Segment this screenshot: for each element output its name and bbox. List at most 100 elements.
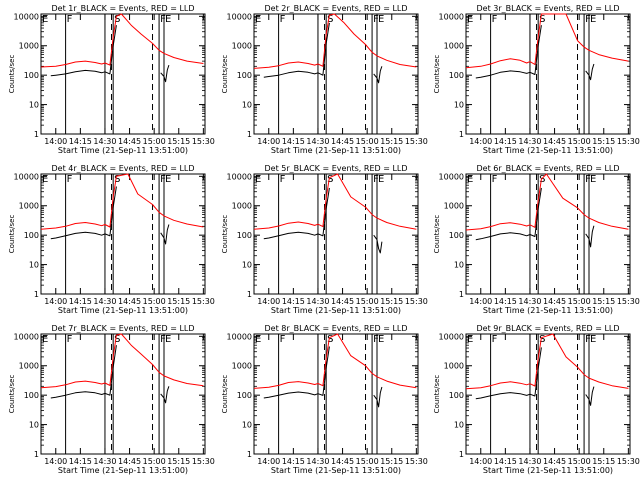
x-tick-label: 14:45 [118, 457, 141, 466]
x-tick-label: 14:15 [494, 297, 517, 306]
x-tick-label: 15:30 [617, 297, 640, 306]
chart-title: Det 7r_BLACK = Events, RED = LLD [51, 324, 194, 333]
x-axis-label: Start Time (21-Sep-11 13:51:00) [58, 306, 188, 315]
chart-panel-7: Det 7r_BLACK = Events, RED = LLD 1 10 100 10… [8, 324, 215, 475]
y-tick-label: 10 [242, 101, 252, 110]
y-tick-label: 1 [34, 450, 39, 459]
events-series-line [475, 347, 542, 400]
x-tick-label: 14:00 [257, 137, 280, 146]
marker-label: F [492, 334, 498, 345]
chart-title: Det 9r_BLACK = Events, RED = LLD [476, 324, 619, 333]
x-tick-label: 14:15 [282, 297, 305, 306]
marker-label: E [467, 174, 473, 185]
x-tick-label: 15:30 [192, 137, 215, 146]
y-tick-label: 10 [242, 421, 252, 430]
x-tick-label: 14:30 [518, 297, 541, 306]
marker-label: S [114, 334, 120, 345]
marker-label: E [590, 334, 596, 345]
x-tick-label: 15:30 [192, 457, 215, 466]
y-tick-label: 1 [247, 450, 252, 459]
marker-label: F [67, 174, 73, 185]
y-tick-label: 10000 [227, 12, 252, 21]
chart-title: Det 8r_BLACK = Events, RED = LLD [264, 324, 407, 333]
marker-label: S [327, 14, 333, 25]
x-axis-label: Start Time (21-Sep-11 13:51:00) [483, 466, 613, 475]
marker-label: E [42, 334, 48, 345]
x-tick-label: 14:45 [543, 457, 566, 466]
events-series-line [263, 346, 330, 399]
marker-label: E [378, 174, 384, 185]
events-series-line [160, 64, 170, 83]
x-tick-label: 14:00 [469, 137, 492, 146]
marker-label: S [327, 334, 333, 345]
x-tick-label: 14:45 [543, 137, 566, 146]
y-axis-label: Counts/sec [8, 55, 16, 94]
marker-label: E [255, 174, 261, 185]
events-series-line [373, 234, 383, 254]
chart-panel-1: Det 1r_BLACK = Events, RED = LLD 1 10 100 10… [8, 4, 215, 155]
y-axis-label: Counts/sec [8, 215, 16, 254]
x-tick-label: 14:00 [469, 457, 492, 466]
y-tick-label: 1000 [444, 362, 464, 371]
marker-label: F [67, 14, 73, 25]
x-tick-label: 14:45 [331, 297, 354, 306]
marker-label: E [165, 334, 171, 345]
x-tick-label: 14:15 [282, 457, 305, 466]
x-tick-label: 15:00 [356, 297, 379, 306]
x-axis-label: Start Time (21-Sep-11 13:51:00) [271, 466, 401, 475]
y-tick-label: 10000 [14, 332, 39, 341]
marker-label: F [585, 334, 591, 345]
y-axis-label: Counts/sec [8, 375, 16, 414]
marker-label: E [467, 334, 473, 345]
x-tick-label: 15:00 [568, 297, 591, 306]
events-series-line [160, 224, 170, 245]
marker-label: E [165, 14, 171, 25]
y-tick-label: 10000 [439, 12, 464, 21]
x-tick-label: 15:30 [192, 297, 215, 306]
y-tick-label: 10000 [227, 172, 252, 181]
y-tick-label: 1000 [232, 362, 252, 371]
marker-label: F [280, 334, 286, 345]
events-series-line [50, 345, 117, 399]
y-tick-label: 10000 [14, 12, 39, 21]
x-tick-label: 14:00 [44, 137, 67, 146]
y-axis-label: Counts/sec [433, 215, 441, 254]
y-tick-label: 1 [459, 290, 464, 299]
x-axis-label: Start Time (21-Sep-11 13:51:00) [483, 146, 613, 155]
x-tick-label: 15:15 [592, 137, 615, 146]
x-tick-label: 15:00 [568, 457, 591, 466]
y-tick-label: 10000 [14, 172, 39, 181]
chart-panel-5: Det 5r_BLACK = Events, RED = LLD 1 10 100 10… [221, 164, 428, 315]
x-tick-label: 14:00 [257, 297, 280, 306]
chart-panel-3: Det 3r_BLACK = Events, RED = LLD 1 10 100 10… [433, 4, 640, 155]
y-tick-label: 10 [29, 101, 39, 110]
y-tick-label: 1 [34, 130, 39, 139]
events-series-line [585, 386, 595, 406]
marker-label: S [327, 174, 333, 185]
x-tick-label: 14:30 [306, 457, 329, 466]
x-tick-label: 14:15 [69, 457, 92, 466]
marker-label: E [590, 14, 596, 25]
y-tick-label: 100 [24, 391, 39, 400]
chart-title: Det 1r_BLACK = Events, RED = LLD [51, 4, 194, 13]
events-series-line [475, 187, 542, 241]
y-tick-label: 1000 [444, 42, 464, 51]
marker-label: E [378, 334, 384, 345]
x-axis-label: Start Time (21-Sep-11 13:51:00) [483, 306, 613, 315]
x-axis-label: Start Time (21-Sep-11 13:51:00) [271, 306, 401, 315]
lld-series-line [40, 333, 204, 389]
marker-label: F [280, 174, 286, 185]
y-tick-label: 10 [454, 261, 464, 270]
lld-series-line [465, 173, 629, 231]
x-tick-label: 15:30 [405, 457, 428, 466]
events-series-line [373, 386, 383, 408]
y-tick-label: 10 [29, 421, 39, 430]
y-tick-label: 10 [29, 261, 39, 270]
x-tick-label: 15:30 [617, 137, 640, 146]
lld-series-line [253, 173, 417, 230]
x-tick-label: 14:30 [93, 457, 116, 466]
y-tick-label: 10 [454, 101, 464, 110]
y-tick-label: 100 [449, 71, 464, 80]
y-tick-label: 1 [247, 130, 252, 139]
